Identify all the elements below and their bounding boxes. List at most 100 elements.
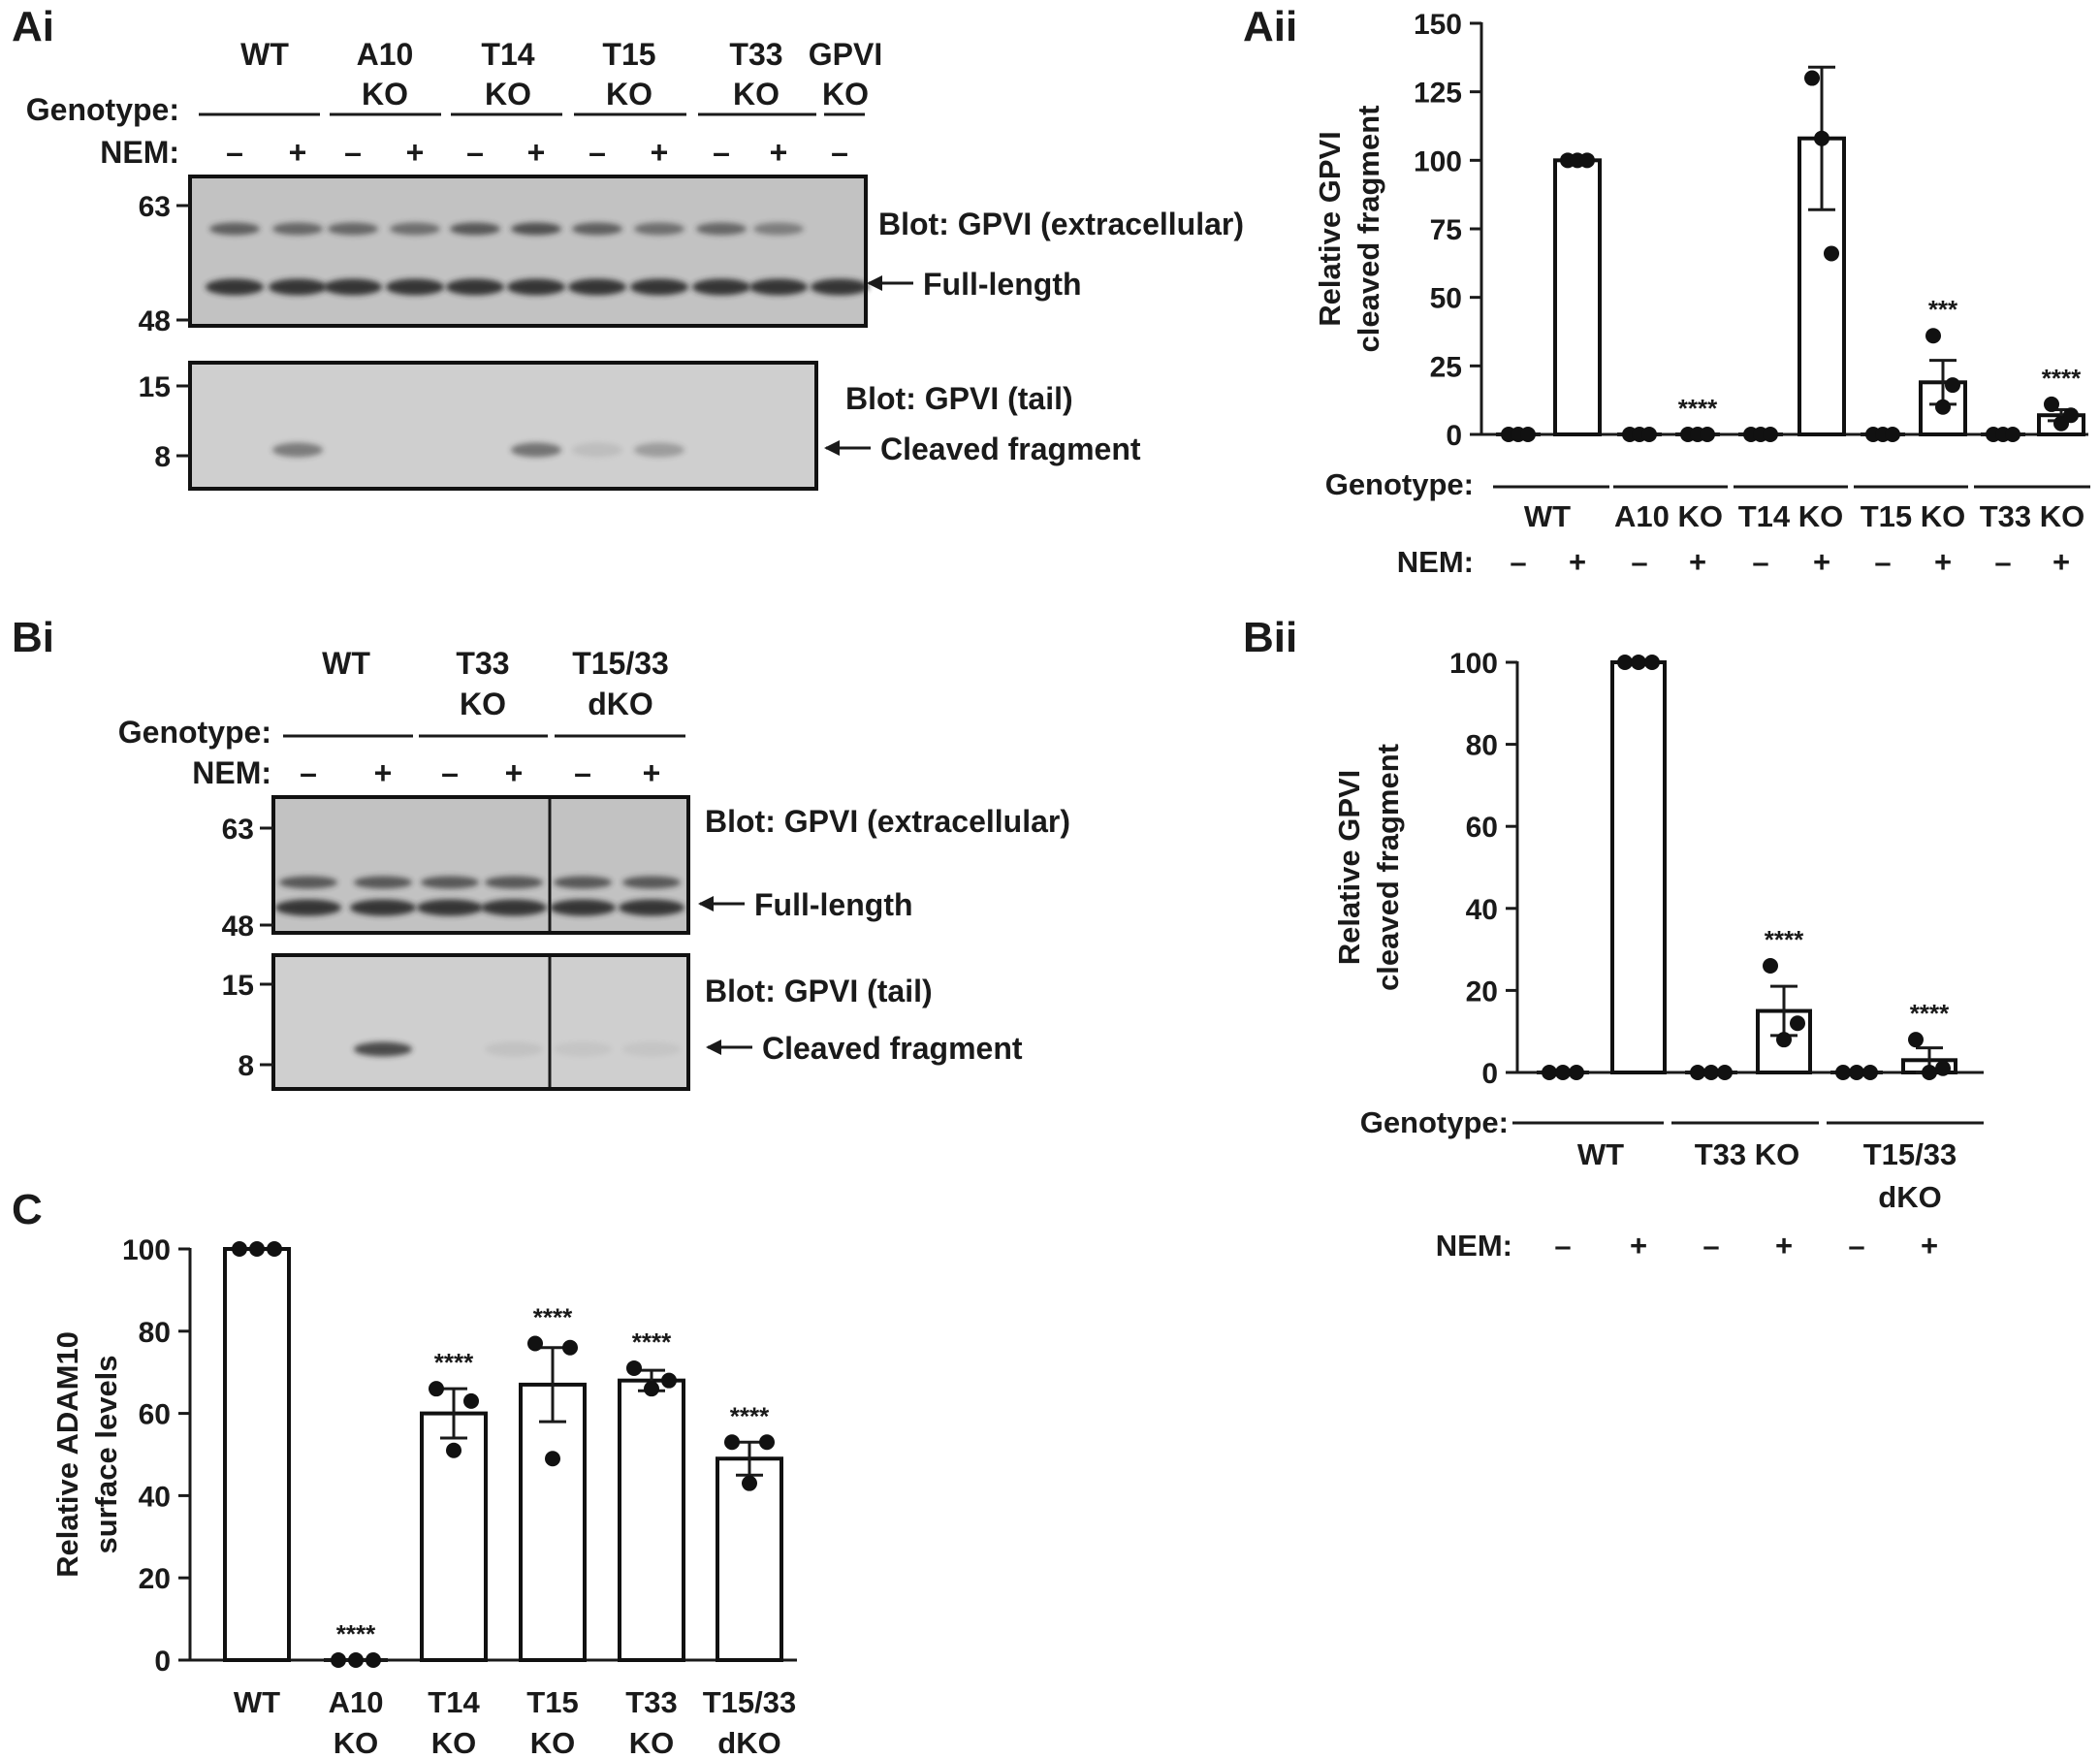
- data-point: [1644, 655, 1660, 670]
- panel-ai-western-blot: WT A10 KO T14 KO T15 KO T33 KO GPVI KO Genotype: NEM…: [26, 37, 1244, 491]
- band-upper: [572, 222, 622, 236]
- band-upper: [279, 876, 337, 889]
- cleaved-fragment-arrow: [706, 1039, 752, 1055]
- blot-title-tail: Blot: GPVI (tail): [705, 974, 933, 1008]
- nem-plus: +: [527, 135, 546, 170]
- band-upper: [554, 876, 612, 889]
- nem-minus: –: [589, 135, 606, 170]
- nem-label: NEM:: [1436, 1229, 1512, 1263]
- nem-minus: –: [466, 135, 484, 170]
- band-full-length: [568, 278, 626, 296]
- nem-label: NEM:: [1397, 545, 1474, 579]
- arrow-head: [867, 275, 882, 291]
- band-upper: [753, 222, 804, 236]
- data-point: [249, 1241, 265, 1257]
- x-category-label: T15/33: [703, 1685, 797, 1719]
- band-upper: [209, 222, 260, 236]
- data-point: [644, 1381, 659, 1397]
- y-tick-label: 125: [1414, 78, 1462, 110]
- data-point: [1700, 427, 1715, 442]
- y-tick-label: 100: [1449, 648, 1498, 680]
- genotype-header: KO: [733, 77, 780, 112]
- data-point: [562, 1339, 578, 1356]
- genotype-header: T33: [456, 646, 509, 681]
- nem-plus: +: [1775, 1229, 1793, 1263]
- nem-minus: –: [574, 755, 591, 790]
- significance-marker: ****: [434, 1348, 474, 1377]
- band-full-length: [692, 278, 750, 296]
- nem-minus: –: [1994, 545, 2011, 579]
- band-full-length: [206, 278, 264, 296]
- data-point: [1690, 1065, 1705, 1080]
- significance-marker: ****: [2042, 364, 2082, 393]
- nem-minus: –: [1752, 545, 1768, 579]
- genotype-header: KO: [822, 77, 869, 112]
- x-category-label: T14: [428, 1685, 480, 1719]
- nem-minus: –: [226, 135, 243, 170]
- data-point: [1824, 245, 1839, 262]
- x-category-label: A10: [329, 1685, 384, 1719]
- mw-marker-8: 8: [154, 441, 171, 473]
- genotype-header: T15: [602, 37, 655, 72]
- nem-minus: –: [1848, 1229, 1864, 1263]
- mw-marker-15: 15: [222, 970, 254, 1002]
- band-upper: [354, 876, 412, 889]
- data-point: [1763, 958, 1778, 975]
- genotype-header: T33: [729, 37, 782, 72]
- band-upper: [450, 222, 500, 236]
- x-category-label: T15: [526, 1685, 578, 1719]
- nem-plus: +: [770, 135, 788, 170]
- nem-minus: –: [1631, 545, 1647, 579]
- data-point: [1520, 427, 1536, 442]
- nem-minus: –: [831, 135, 848, 170]
- blot-background-tail: [190, 363, 816, 489]
- y-tick-label: 80: [1466, 730, 1498, 762]
- data-point: [1641, 427, 1657, 442]
- y-tick-label: 0: [1446, 420, 1462, 452]
- data-point: [348, 1652, 364, 1668]
- band-cleaved-fragment: [634, 442, 684, 458]
- nem-plus: +: [1934, 545, 1952, 579]
- nem-plus: +: [1689, 545, 1706, 579]
- nem-plus: +: [505, 755, 524, 790]
- data-point: [545, 1451, 560, 1467]
- genotype-header: KO: [606, 77, 652, 112]
- genotype-header: WT: [322, 646, 370, 681]
- genotype-header: WT: [240, 37, 289, 72]
- data-point: [1935, 1060, 1951, 1076]
- data-point: [1935, 399, 1951, 415]
- band-full-length: [811, 278, 869, 296]
- x-group-label: T15/33: [1863, 1137, 1957, 1171]
- nem-plus: +: [406, 135, 425, 170]
- band-cleaved-fragment: [272, 442, 323, 458]
- data-point: [1542, 1065, 1557, 1080]
- y-axis-label: Relative GPVI: [1332, 770, 1366, 966]
- genotype-label: Genotype:: [118, 715, 271, 750]
- bar: [1610, 660, 1667, 1074]
- bar: [519, 1382, 587, 1663]
- blot-title-extracellular: Blot: GPVI (extracellular): [878, 207, 1244, 241]
- band-upper: [634, 222, 684, 236]
- genotype-label: Genotype:: [1360, 1105, 1509, 1139]
- blot-frame-extracellular: [188, 175, 868, 328]
- x-group-label: WT: [1577, 1137, 1624, 1171]
- data-point: [366, 1652, 381, 1668]
- genotype-header: T14: [481, 37, 534, 72]
- nem-plus: +: [374, 755, 393, 790]
- significance-marker: ****: [1910, 999, 1950, 1028]
- y-tick-label: 40: [1466, 894, 1498, 926]
- x-group-label: WT: [1524, 499, 1571, 533]
- y-axis-label: Relative ADAM10: [50, 1331, 84, 1578]
- band-label-cleaved-fragment: Cleaved fragment: [880, 432, 1141, 466]
- data-point: [1555, 1065, 1571, 1080]
- data-point: [232, 1241, 247, 1257]
- band-full-length: [749, 278, 808, 296]
- data-point: [1922, 1065, 1937, 1080]
- y-tick-label: 0: [154, 1646, 171, 1678]
- blot-title-tail: Blot: GPVI (tail): [845, 381, 1073, 416]
- nem-plus: +: [2052, 545, 2070, 579]
- y-tick-label: 60: [1466, 812, 1498, 844]
- data-point: [759, 1434, 775, 1451]
- genotype-header: KO: [485, 77, 531, 112]
- y-tick-label: 20: [1466, 975, 1498, 1007]
